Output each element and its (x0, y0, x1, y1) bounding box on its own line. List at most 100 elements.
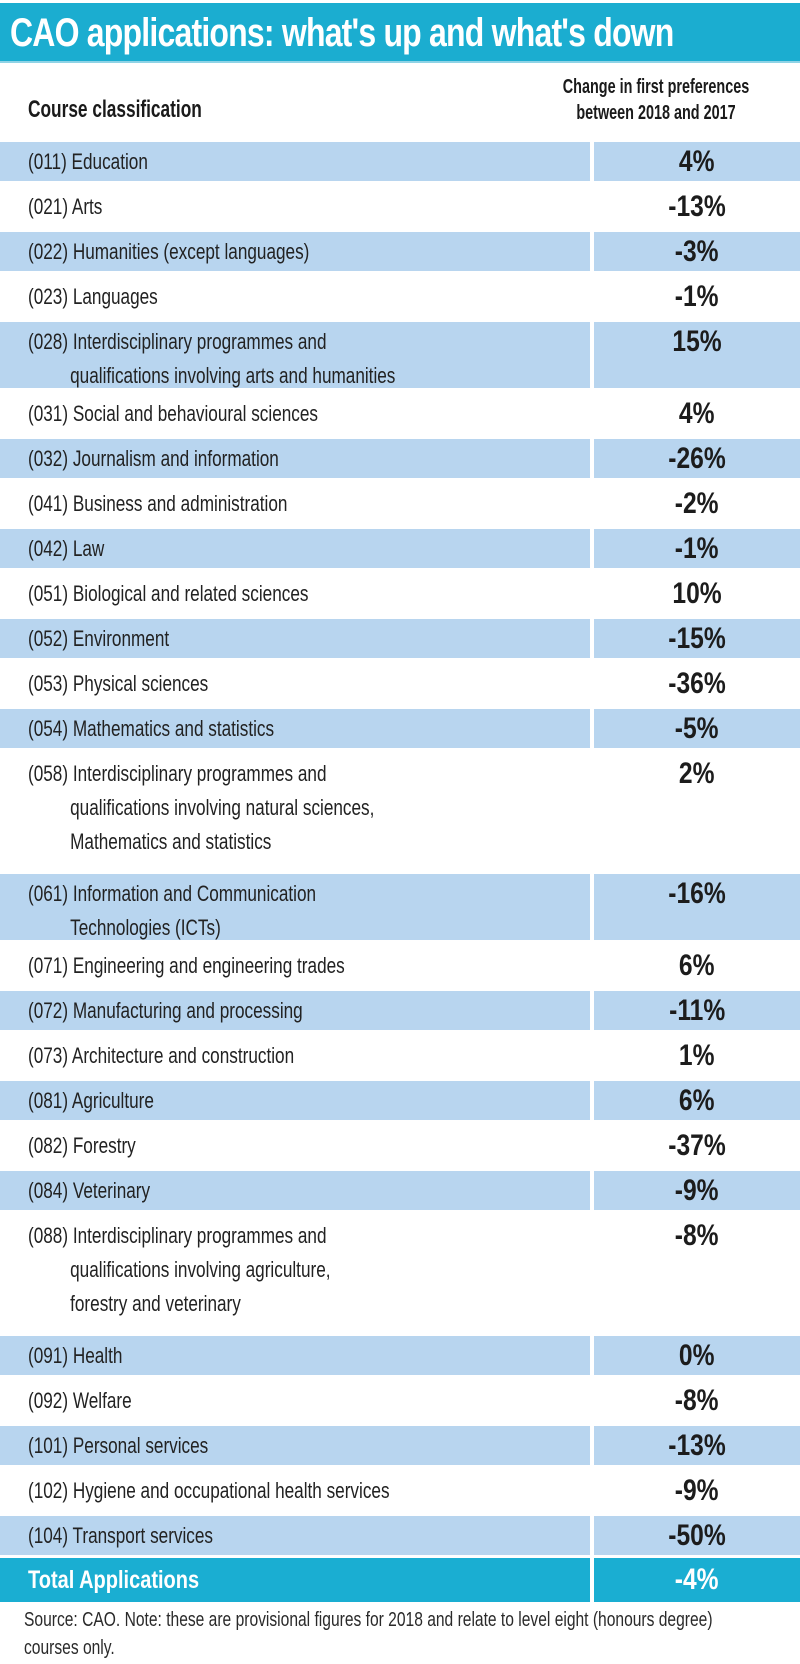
course-label-line: (081) Agriculture (28, 1088, 154, 1113)
course-label-line: (071) Engineering and engineering trades (28, 953, 345, 978)
course-label-line: (092) Welfare (28, 1388, 132, 1413)
course-label-cell: (051) Biological and related sciences (0, 574, 590, 613)
table-row: (061) Information and Communication Techn… (0, 874, 800, 946)
course-label: (021) Arts (28, 190, 589, 224)
course-label-line: forestry and veterinary (70, 1291, 241, 1316)
table-row: (081) Agriculture 6% (0, 1081, 800, 1126)
change-value-cell: 6% (594, 946, 800, 985)
change-value: 2% (679, 757, 715, 790)
course-label-line: (072) Manufacturing and processing (28, 998, 303, 1023)
course-label-line: (042) Law (28, 536, 105, 561)
change-value-cell: -13% (594, 187, 800, 226)
change-value-cell: 6% (594, 1081, 800, 1120)
course-label-line: (101) Personal services (28, 1433, 209, 1458)
course-label: (084) Veterinary (28, 1174, 589, 1208)
change-value-cell: -1% (594, 277, 800, 316)
change-value: -9% (675, 1174, 719, 1207)
course-label: (101) Personal services (28, 1429, 589, 1463)
table-row: (051) Biological and related sciences 10% (0, 574, 800, 619)
change-value-cell: -8% (594, 1381, 800, 1420)
change-value: -16% (668, 877, 726, 910)
page-title: CAO applications: what's up and what's d… (10, 11, 674, 55)
change-value: -13% (668, 1429, 726, 1462)
course-label: (028) Interdisciplinary programmes and qu… (28, 325, 589, 393)
total-value: -4% (594, 1558, 800, 1602)
change-value: 15% (672, 325, 722, 358)
change-value-cell: -9% (594, 1171, 800, 1210)
total-row: Total Applications -4% (0, 1558, 800, 1602)
course-label-line: (028) Interdisciplinary programmes and (28, 329, 327, 354)
course-label-line: (051) Biological and related sciences (28, 581, 309, 606)
course-label-line: qualifications involving arts and humani… (70, 363, 396, 388)
course-label-line: Mathematics and statistics (70, 829, 272, 854)
course-label-cell: (021) Arts (0, 187, 590, 226)
table-row: (022) Humanities (except languages) -3% (0, 232, 800, 277)
change-value-cell: -5% (594, 709, 800, 748)
course-label-cell: (073) Architecture and construction (0, 1036, 590, 1075)
course-label: (091) Health (28, 1339, 589, 1373)
course-label-cell: (084) Veterinary (0, 1171, 590, 1210)
change-value-cell: 4% (594, 394, 800, 433)
change-value-cell: -11% (594, 991, 800, 1030)
course-label: (088) Interdisciplinary programmes and qu… (28, 1219, 589, 1321)
table-row: (072) Manufacturing and processing -11% (0, 991, 800, 1036)
table-row: (058) Interdisciplinary programmes and qu… (0, 754, 800, 874)
course-label-cell: (081) Agriculture (0, 1081, 590, 1120)
table-row: (101) Personal services -13% (0, 1426, 800, 1471)
total-value-text: -4% (675, 1563, 719, 1596)
change-value-cell: -9% (594, 1471, 800, 1510)
course-label-line: (041) Business and administration (28, 491, 288, 516)
change-value: -1% (675, 532, 719, 565)
table-row: (104) Transport services -50% (0, 1516, 800, 1561)
title-bar: CAO applications: what's up and what's d… (0, 3, 800, 63)
course-label-cell: (054) Mathematics and statistics (0, 709, 590, 748)
course-label: (042) Law (28, 532, 589, 566)
course-label-cell: (011) Education (0, 142, 590, 181)
change-value: 0% (679, 1339, 715, 1372)
change-value: 6% (679, 1084, 715, 1117)
course-label-cell: (041) Business and administration (0, 484, 590, 523)
change-value-cell: -2% (594, 484, 800, 523)
column-header-change: Change in first preferences between 2018… (548, 74, 764, 126)
course-label: (082) Forestry (28, 1129, 589, 1163)
course-label-line: (088) Interdisciplinary programmes and (28, 1223, 327, 1248)
course-label-line: (058) Interdisciplinary programmes and (28, 761, 327, 786)
course-label-cell: (082) Forestry (0, 1126, 590, 1165)
change-value: -36% (668, 667, 726, 700)
course-label-cell: (071) Engineering and engineering trades (0, 946, 590, 985)
course-label: (023) Languages (28, 280, 589, 314)
course-label-line: (022) Humanities (except languages) (28, 239, 310, 264)
change-value-cell: -15% (594, 619, 800, 658)
table-row: (073) Architecture and construction 1% (0, 1036, 800, 1081)
data-table: (011) Education 4% (021) Arts -13% (022) Hum… (0, 142, 800, 1561)
change-value: -13% (668, 190, 726, 223)
table-row: (092) Welfare -8% (0, 1381, 800, 1426)
change-value: -8% (675, 1219, 719, 1252)
change-value-cell: 15% (594, 322, 800, 388)
change-value: -8% (675, 1384, 719, 1417)
course-label-cell: (052) Environment (0, 619, 590, 658)
table-row: (102) Hygiene and occupational health se… (0, 1471, 800, 1516)
change-value-cell: -16% (594, 874, 800, 940)
change-value: -26% (668, 442, 726, 475)
table-row: (041) Business and administration -2% (0, 484, 800, 529)
course-label-line: qualifications involving natural science… (70, 795, 375, 820)
change-value-cell: -13% (594, 1426, 800, 1465)
course-label: (081) Agriculture (28, 1084, 589, 1118)
table-row: (032) Journalism and information -26% (0, 439, 800, 484)
course-label-line: (073) Architecture and construction (28, 1043, 295, 1068)
course-label: (061) Information and Communication Techn… (28, 877, 589, 945)
change-value-cell: 4% (594, 142, 800, 181)
course-label: (058) Interdisciplinary programmes and qu… (28, 757, 589, 859)
course-label-cell: (058) Interdisciplinary programmes and qu… (0, 754, 590, 868)
course-label-line: (084) Veterinary (28, 1178, 151, 1203)
course-label: (054) Mathematics and statistics (28, 712, 589, 746)
course-label-cell: (092) Welfare (0, 1381, 590, 1420)
course-label-line: (082) Forestry (28, 1133, 136, 1158)
course-label-cell: (104) Transport services (0, 1516, 590, 1555)
course-label-line: (061) Information and Communication (28, 881, 317, 906)
course-label-line: qualifications involving agriculture, (70, 1257, 331, 1282)
table-row: (091) Health 0% (0, 1336, 800, 1381)
table-row: (021) Arts -13% (0, 187, 800, 232)
table-row: (054) Mathematics and statistics -5% (0, 709, 800, 754)
